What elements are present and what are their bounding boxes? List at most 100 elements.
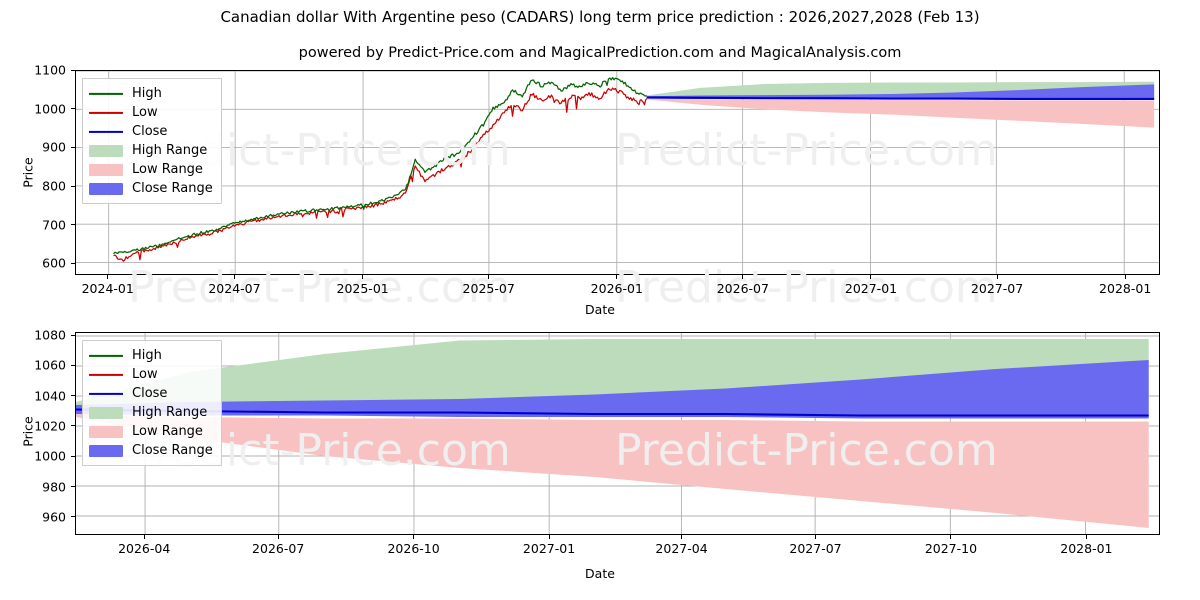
x-axis-tick-mark: [233, 275, 235, 279]
x-axis-tick-label: 2026-10: [387, 541, 440, 556]
x-axis-tick-label: 2028-01: [1099, 281, 1152, 296]
legend-swatch-high-range: [89, 144, 123, 157]
y-axis-tick-label: 1000: [34, 101, 66, 117]
x-axis-tick-label: 2027-01: [844, 281, 898, 296]
x-axis-tick-label: 2025-01: [336, 281, 389, 296]
y-axis-tick-label: 1040: [34, 388, 66, 404]
legend-swatch-low: [89, 107, 123, 119]
y-axis-tick-label: 900: [42, 139, 66, 155]
x-axis-tick-mark: [742, 275, 744, 279]
y-axis-tick-mark: [71, 425, 75, 427]
bottom-chart-svg: [76, 333, 1159, 534]
legend-swatch-high: [89, 88, 123, 100]
x-axis-tick-mark: [1124, 275, 1126, 279]
legend-label: High: [132, 348, 162, 363]
x-axis-tick-mark: [413, 535, 415, 539]
y-axis-tick-label: 1000: [34, 448, 66, 464]
y-axis-tick-mark: [71, 262, 75, 264]
top-y-axis-label: Price: [20, 157, 36, 188]
top-plot-area: [75, 70, 1160, 275]
y-axis-tick-mark: [71, 516, 75, 518]
y-axis-tick-label: 1080: [34, 327, 66, 343]
legend-item-close: Close: [89, 384, 213, 403]
bottom-y-axis-label: Price: [20, 416, 36, 447]
y-axis-tick-mark: [71, 486, 75, 488]
y-axis-tick-mark: [71, 395, 75, 397]
page-subtitle: powered by Predict-Price.com and Magical…: [298, 45, 902, 61]
x-axis-tick-mark: [143, 535, 145, 539]
legend-item-close-range: Close Range: [89, 179, 213, 198]
legend-swatch-high: [89, 350, 123, 362]
x-axis-tick-label: 2027-01: [522, 541, 576, 556]
top-chart-legend: High Low Close High Range Low Range Close Ran…: [82, 78, 222, 204]
y-axis-tick-label: 700: [42, 217, 66, 233]
legend-label: Close: [132, 124, 168, 139]
legend-swatch-low: [89, 369, 123, 381]
y-axis-tick-label: 600: [42, 255, 66, 271]
y-axis-tick-mark: [71, 108, 75, 110]
y-axis-tick-mark: [71, 364, 75, 366]
x-axis-tick-label: 2027-10: [924, 541, 978, 556]
bottom-chart-legend: High Low Close High Range Low Range Close Ran…: [82, 340, 222, 466]
legend-swatch-close: [89, 388, 123, 400]
x-axis-tick-mark: [488, 275, 490, 279]
x-axis-tick-label: 2025-07: [462, 281, 515, 296]
y-axis-tick-mark: [71, 455, 75, 457]
x-axis-tick-mark: [870, 275, 872, 279]
x-axis-tick-label: 2027-07: [789, 541, 842, 556]
x-axis-tick-label: 2027-04: [655, 541, 708, 556]
x-axis-tick-mark: [815, 535, 816, 539]
y-axis-tick-label: 980: [42, 479, 66, 495]
bottom-x-axis-label: Date: [585, 566, 615, 581]
legend-swatch-low-range: [89, 425, 123, 438]
y-axis-tick-mark: [71, 224, 75, 226]
legend-label: Low Range: [132, 424, 203, 439]
x-axis-tick-label: 2026-07: [716, 281, 769, 296]
x-axis-tick-label: 2024-07: [208, 281, 261, 296]
page-title: Canadian dollar With Argentine peso (CAD…: [220, 8, 980, 26]
x-axis-tick-mark: [362, 275, 364, 279]
legend-label: Low: [132, 105, 158, 120]
x-axis-tick-mark: [1085, 535, 1087, 539]
legend-label: Close: [132, 386, 168, 401]
legend-item-high: High: [89, 84, 213, 103]
legend-item-close: Close: [89, 122, 213, 141]
legend-label: High Range: [132, 143, 208, 158]
x-axis-tick-mark: [681, 535, 683, 539]
legend-swatch-low-range: [89, 163, 123, 176]
y-axis-tick-label: 1100: [34, 62, 66, 78]
legend-label: Low Range: [132, 162, 203, 177]
x-axis-tick-label: 2027-07: [970, 281, 1024, 296]
x-axis-tick-mark: [616, 275, 618, 279]
x-axis-tick-label: 2026-07: [252, 541, 305, 556]
top-chart-svg: [76, 71, 1159, 274]
x-axis-tick-mark: [996, 275, 998, 279]
legend-item-low-range: Low Range: [89, 422, 213, 441]
x-axis-tick-mark: [548, 535, 550, 539]
bottom-chart-panel: [75, 332, 1160, 535]
y-axis-tick-mark: [71, 334, 75, 336]
legend-label: Close Range: [132, 443, 213, 458]
y-axis-tick-mark: [71, 69, 75, 71]
legend-label: Close Range: [132, 181, 213, 196]
y-axis-tick-label: 1060: [34, 357, 66, 373]
x-axis-tick-mark: [277, 535, 279, 539]
legend-swatch-close-range: [89, 182, 123, 195]
top-x-axis-label: Date: [585, 302, 615, 317]
legend-item-low: Low: [89, 365, 213, 384]
y-axis-tick-label: 800: [42, 178, 66, 194]
x-axis-tick-label: 2026-01: [590, 281, 643, 296]
x-axis-tick-mark: [107, 275, 109, 279]
legend-item-close-range: Close Range: [89, 441, 213, 460]
legend-label: High: [132, 86, 162, 101]
legend-label: High Range: [132, 405, 208, 420]
legend-item-high-range: High Range: [89, 403, 213, 422]
y-axis-tick-label: 1020: [34, 418, 66, 434]
bottom-plot-area: [75, 332, 1160, 535]
x-axis-tick-label: 2026-04: [118, 541, 171, 556]
legend-item-low-range: Low Range: [89, 160, 213, 179]
top-chart-panel: [75, 70, 1160, 275]
legend-swatch-close: [89, 126, 123, 138]
x-axis-tick-label: 2028-01: [1060, 541, 1113, 556]
